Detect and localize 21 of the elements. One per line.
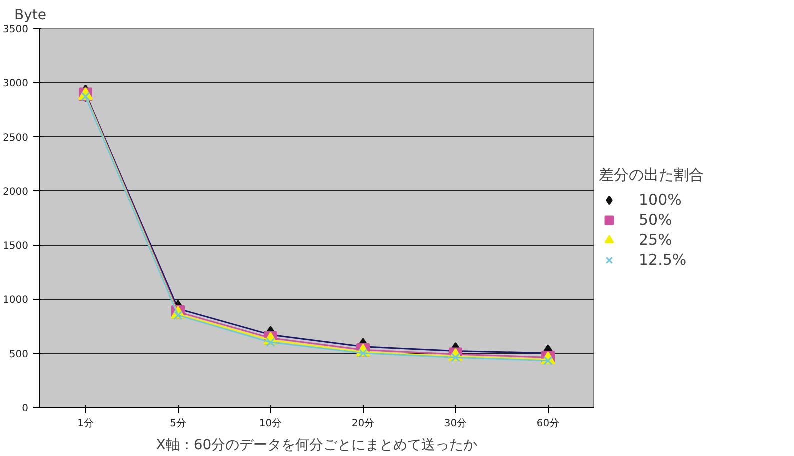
x-tick-label: 1分 xyxy=(78,418,94,430)
legend-label: 12.5% xyxy=(639,250,687,268)
y-tick-label: 3500 xyxy=(3,24,29,36)
y-tick-label: 500 xyxy=(9,349,29,360)
x-axis-title: X軸：60分のデータを何分ごとにまとめて送ったか xyxy=(156,438,478,454)
x-tick-label: 5分 xyxy=(170,418,186,430)
x-tick-label: 10分 xyxy=(259,418,282,430)
y-tick-label: 1000 xyxy=(3,295,29,306)
x-tick-label: 60分 xyxy=(536,418,560,430)
x-tick-label: 20分 xyxy=(352,418,375,430)
y-tick-label: 0 xyxy=(22,404,29,414)
y-tick-label: 2000 xyxy=(3,186,29,198)
legend-title: 差分の出た割合 xyxy=(599,166,704,184)
legend-label: 100% xyxy=(639,190,682,208)
y-tick-label: 2500 xyxy=(3,132,29,144)
legend-label: 25% xyxy=(639,230,672,248)
y-axis-title: Byte xyxy=(14,8,46,24)
y-tick-label: 1500 xyxy=(3,241,29,252)
legend-label: 50% xyxy=(639,210,672,228)
y-tick-label: 3000 xyxy=(3,78,29,90)
x-tick-label: 30分 xyxy=(444,418,468,430)
